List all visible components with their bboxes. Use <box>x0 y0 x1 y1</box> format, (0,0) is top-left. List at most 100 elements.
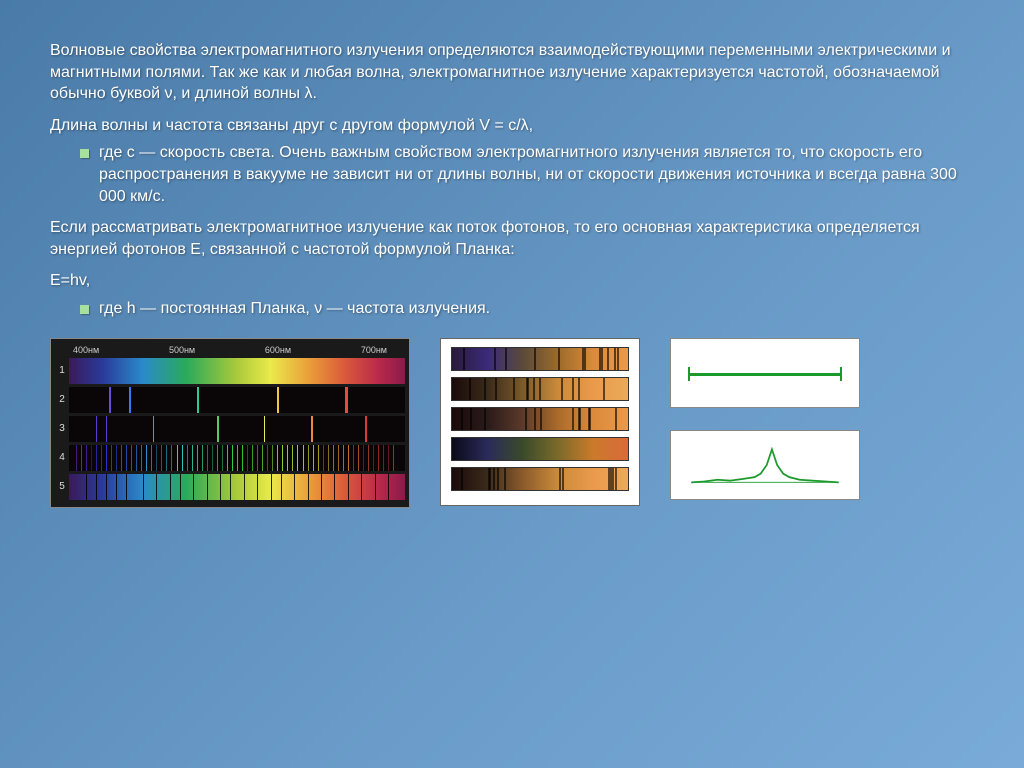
emission-line <box>297 445 298 471</box>
emission-line <box>182 445 183 471</box>
plot-line <box>688 373 843 376</box>
formula-line: E=hv, <box>50 270 974 292</box>
emission-line <box>192 445 193 471</box>
emission-line <box>106 445 107 471</box>
color-bar <box>451 467 629 491</box>
emission-line <box>111 445 112 471</box>
emission-line <box>277 445 278 471</box>
emission-line <box>177 445 178 471</box>
row-number: 3 <box>55 423 69 434</box>
emission-line <box>282 445 283 471</box>
emission-line <box>197 445 198 471</box>
absorption-line <box>281 474 282 500</box>
emission-line <box>161 445 162 471</box>
axis-tick: 600нм <box>265 345 291 355</box>
emission-line <box>76 445 77 471</box>
emission-line <box>116 445 117 471</box>
axis-tick: 700нм <box>361 345 387 355</box>
emission-line <box>345 387 348 413</box>
spectrum-row: 2 <box>55 387 405 413</box>
absorption-line <box>207 474 208 500</box>
color-bar <box>451 377 629 401</box>
emission-line <box>383 445 384 471</box>
emission-line <box>308 445 309 471</box>
emission-line <box>91 445 92 471</box>
emission-line <box>166 445 167 471</box>
absorption-line <box>321 474 322 500</box>
plot-tick <box>840 367 842 381</box>
absorption-line <box>126 474 127 500</box>
absorption-line <box>334 474 335 500</box>
emission-line <box>348 445 349 471</box>
emission-line <box>287 445 288 471</box>
absorption-line <box>220 474 221 500</box>
spectrum-row: 3 <box>55 416 405 442</box>
spectrum-plot-flat <box>670 338 860 408</box>
emission-line <box>343 445 344 471</box>
emission-line <box>262 445 263 471</box>
absorption-line <box>361 474 362 500</box>
paragraph-1: Волновые свойства электромагнитного излу… <box>50 40 974 105</box>
emission-line <box>388 445 389 471</box>
emission-line <box>252 445 253 471</box>
absorption-line <box>348 474 349 500</box>
absorption-line <box>244 474 245 500</box>
emission-line <box>264 416 265 442</box>
emission-line <box>313 445 314 471</box>
emission-line <box>272 445 273 471</box>
emission-line <box>109 387 111 413</box>
bullet-1-text: где c — скорость света. Очень важным сво… <box>99 142 974 207</box>
absorption-spectrum <box>69 474 405 500</box>
absorption-line <box>156 474 157 500</box>
continuous-spectrum <box>69 358 405 384</box>
spectrum-row: 5 <box>55 474 405 500</box>
row-number: 2 <box>55 394 69 405</box>
absorption-line <box>116 474 117 500</box>
wavelength-axis: 400нм 500нм 600нм 700нм <box>55 345 405 358</box>
absorption-line <box>257 474 258 500</box>
spectrum-row: 1 <box>55 358 405 384</box>
emission-line <box>318 445 319 471</box>
emission-line <box>323 445 324 471</box>
color-bar <box>451 437 629 461</box>
row-number: 4 <box>55 452 69 463</box>
absorption-line <box>388 474 389 500</box>
axis-tick: 400нм <box>73 345 99 355</box>
plots-column <box>670 338 860 500</box>
absorption-line <box>170 474 171 500</box>
absorption-line <box>271 474 272 500</box>
emission-line <box>277 387 279 413</box>
absorption-line <box>294 474 295 500</box>
bullet-marker-icon <box>80 149 89 158</box>
emission-line <box>328 445 329 471</box>
emission-line <box>136 445 137 471</box>
emission-line <box>237 445 238 471</box>
emission-line <box>353 445 354 471</box>
emission-spectrum <box>69 416 405 442</box>
emission-line <box>171 445 172 471</box>
absorption-line <box>375 474 376 500</box>
row-number: 5 <box>55 481 69 492</box>
emission-line <box>96 416 97 442</box>
emission-line <box>151 445 152 471</box>
absorption-line <box>143 474 144 500</box>
emission-line <box>146 445 147 471</box>
emission-line <box>292 445 293 471</box>
absorption-line <box>106 474 107 500</box>
emission-line <box>393 445 394 471</box>
peak-line <box>691 449 838 482</box>
axis-tick: 500нм <box>169 345 195 355</box>
emission-line <box>365 416 367 442</box>
emission-line <box>303 445 304 471</box>
emission-line <box>202 445 203 471</box>
emission-line <box>363 445 364 471</box>
absorption-line <box>96 474 97 500</box>
peak-svg <box>679 439 851 491</box>
bullet-2-text: где h — постоянная Планка, ν — частота и… <box>99 298 490 320</box>
emission-line <box>242 445 243 471</box>
emission-line <box>378 445 379 471</box>
emission-line <box>156 445 157 471</box>
absorption-line <box>308 474 309 500</box>
emission-line <box>101 445 102 471</box>
bullet-block-2: где h — постоянная Планка, ν — частота и… <box>80 298 974 320</box>
